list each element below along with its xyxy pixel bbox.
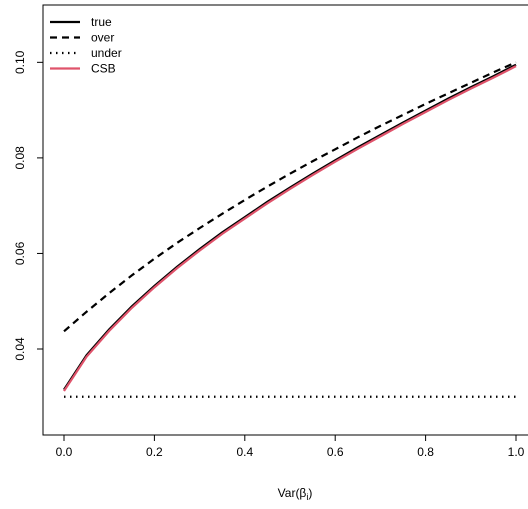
x-tick-label: 0.4 (236, 445, 253, 459)
y-axis: 0.04 0.06 0.08 0.10 (13, 50, 43, 361)
series-line-over (63, 61, 517, 333)
y-tick-label: 0.08 (13, 146, 27, 170)
x-tick-label: 0.2 (146, 445, 163, 459)
x-tick-label: 0.6 (327, 445, 344, 459)
y-tick-label: 0.10 (13, 50, 27, 74)
series-layer (63, 61, 517, 398)
x-tick-label: 0.0 (56, 445, 73, 459)
series-line-csb (63, 65, 517, 392)
y-tick-label: 0.04 (13, 337, 27, 361)
legend-label-over: over (91, 31, 114, 45)
x-tick-label: 1.0 (508, 445, 525, 459)
legend-label-csb: CSB (91, 62, 116, 76)
legend-label-true: true (91, 15, 112, 29)
legend-label-under: under (91, 46, 122, 60)
x-tick-label: 0.8 (417, 445, 434, 459)
plot-frame (42, 4, 528, 436)
series-line-true (63, 63, 517, 391)
y-tick-label: 0.06 (13, 241, 27, 265)
x-axis: 0.0 0.2 0.4 0.6 0.8 1.0 (56, 435, 525, 459)
x-axis-title: Var(βi) (278, 486, 313, 502)
